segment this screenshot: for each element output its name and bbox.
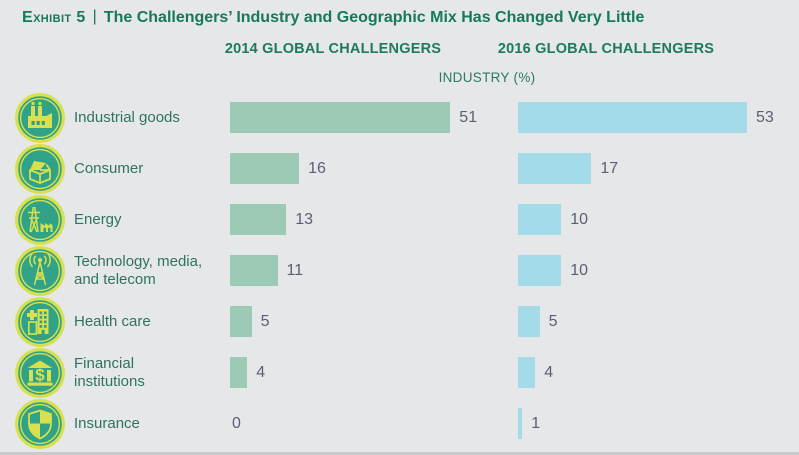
bar-cell-2014-health-care: 5 <box>230 306 518 337</box>
category-label-financial-institutions: Financial institutions <box>74 354 145 390</box>
bar-cell-2014-consumer: 16 <box>230 153 518 184</box>
column-header-2016: 2016 GLOBAL CHALLENGERS <box>497 41 715 57</box>
bar-cell-2016-industrial-goods: 53 <box>518 102 799 133</box>
bar-2016-insurance <box>518 408 523 439</box>
value-label-2014-technology-media-and-telecom: 11 <box>286 261 304 279</box>
bar-2014-health-care <box>230 306 252 337</box>
value-label-2016-industrial-goods: 53 <box>756 108 774 126</box>
bar-2014-financial-institutions <box>230 357 248 388</box>
page-title: The Challengers’ Industry and Geographic… <box>103 9 645 26</box>
power-tower-icon <box>14 194 74 246</box>
bar-2014-technology-media-and-telecom <box>230 255 278 286</box>
bank-icon: $ <box>14 347 74 399</box>
svg-text:$: $ <box>35 365 45 384</box>
exhibit-number: Exhibit 5 <box>22 9 86 26</box>
hospital-icon <box>14 296 74 348</box>
bar-2014-industrial-goods <box>230 102 451 133</box>
value-label-2016-insurance: 1 <box>531 414 541 432</box>
value-label-2014-energy: 13 <box>295 210 313 228</box>
bar-2016-consumer <box>518 153 592 184</box>
package-icon <box>14 143 74 195</box>
value-label-2016-energy: 10 <box>570 210 588 228</box>
bar-cell-2016-health-care: 5 <box>518 306 799 337</box>
section-label-industry: INDUSTRY (%) <box>438 70 536 85</box>
bar-2016-energy <box>518 204 562 235</box>
bar-2016-technology-media-and-telecom <box>518 255 562 286</box>
broadcast-tower-icon <box>14 245 74 297</box>
bar-cell-2016-consumer: 17 <box>518 153 799 184</box>
bar-cell-2016-energy: 10 <box>518 204 799 235</box>
chart-row-financial-institutions: $ Financial institutions 4 4 <box>14 347 799 398</box>
category-label-industrial-goods: Industrial goods <box>74 108 180 126</box>
category-label-technology-media-and-telecom: Technology, media, and telecom <box>74 252 203 288</box>
bar-2014-consumer <box>230 153 300 184</box>
chart-row-energy: Energy 13 10 <box>14 194 799 245</box>
bar-cell-2016-insurance: 1 <box>518 408 799 439</box>
bar-cell-2014-insurance: 0 <box>230 414 518 432</box>
bar-2016-financial-institutions <box>518 357 536 388</box>
category-label-energy: Energy <box>74 210 122 228</box>
bar-cell-2014-financial-institutions: 4 <box>230 357 518 388</box>
shield-icon <box>14 398 74 450</box>
chart-row-insurance: Insurance 0 1 <box>14 398 799 449</box>
chart-rows: Industrial goods 51 53 Consumer 16 17 Energy… <box>14 92 799 449</box>
category-label-consumer: Consumer <box>74 159 144 177</box>
value-label-2016-health-care: 5 <box>548 312 558 330</box>
chart-row-industrial-goods: Industrial goods 51 53 <box>14 92 799 143</box>
bar-cell-2014-industrial-goods: 51 <box>230 102 518 133</box>
column-header-2014: 2014 GLOBAL CHALLENGERS <box>224 41 442 57</box>
chart-row-technology-media-and-telecom: Technology, media, and telecom 11 10 <box>14 245 799 296</box>
value-label-2014-financial-institutions: 4 <box>256 363 266 381</box>
bar-cell-2016-technology-media-and-telecom: 10 <box>518 255 799 286</box>
bar-2016-industrial-goods <box>518 102 747 133</box>
bar-2014-energy <box>230 204 287 235</box>
value-label-2016-financial-institutions: 4 <box>544 363 554 381</box>
value-label-2016-consumer: 17 <box>600 159 619 177</box>
value-label-2016-technology-media-and-telecom: 10 <box>570 261 588 279</box>
value-label-2014-industrial-goods: 51 <box>459 108 478 126</box>
value-label-2014-insurance: 0 <box>232 414 241 432</box>
value-label-2014-health-care: 5 <box>260 312 270 330</box>
bar-cell-2014-energy: 13 <box>230 204 518 235</box>
exhibit-title: Exhibit 5 | The Challengers’ Industry and … <box>22 8 645 27</box>
bar-cell-2016-financial-institutions: 4 <box>518 357 799 388</box>
category-label-insurance: Insurance <box>74 414 140 432</box>
factory-icon <box>14 92 74 144</box>
title-separator: | <box>92 8 97 25</box>
bar-2016-health-care <box>518 306 540 337</box>
bar-cell-2014-technology-media-and-telecom: 11 <box>230 255 518 286</box>
chart-row-health-care: Health care 5 5 <box>14 296 799 347</box>
chart-row-consumer: Consumer 16 17 <box>14 143 799 194</box>
category-label-health-care: Health care <box>74 312 151 330</box>
value-label-2014-consumer: 16 <box>308 159 326 177</box>
